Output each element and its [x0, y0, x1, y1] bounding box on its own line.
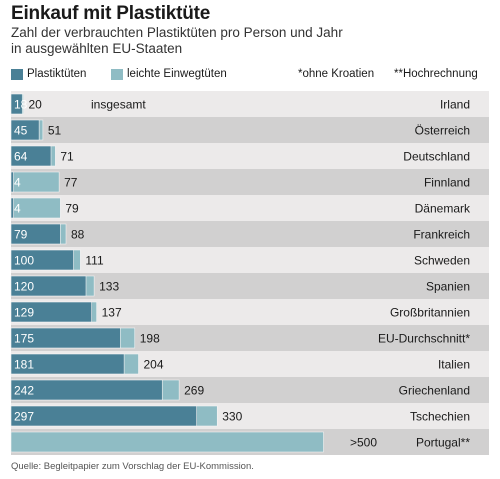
row-background-schweden — [11, 247, 489, 273]
value-plastic-dänemark: 4 — [14, 202, 21, 216]
row-background-finnland — [11, 169, 489, 195]
value-plastic-schweden: 100 — [14, 254, 34, 268]
label-insgesamt: insgesamt — [91, 98, 146, 112]
value-plastic-spanien: 120 — [14, 280, 34, 294]
country-label-frankreich: Frankreich — [413, 228, 470, 242]
row-background-frankreich — [11, 221, 489, 247]
row-background-dänemark — [11, 195, 489, 221]
bar-plastic-großbritannien — [10, 301, 92, 323]
value-light-griechenland: 269 — [184, 384, 204, 398]
value-plastic-italien: 181 — [14, 358, 34, 372]
country-label-dänemark: Dänemark — [415, 202, 471, 216]
value-light-frankreich: 88 — [71, 228, 85, 242]
legend-swatch-plastic — [11, 69, 23, 80]
value-light-finnland: 77 — [64, 176, 78, 190]
source-note: Quelle: Begleitpapier zum Vorschlag der … — [11, 461, 254, 472]
row-background-irland — [11, 91, 489, 117]
country-label-italien: Italien — [438, 358, 470, 372]
legend-note-hochrechnung: **Hochrechnung — [394, 68, 478, 80]
value-plastic-finnland: 4 — [14, 176, 21, 190]
chart-subtitle: Zahl der verbrauchten Plastiktüten pro P… — [11, 25, 431, 57]
legend-note-kroatien: *ohne Kroatien — [298, 68, 375, 80]
bar-plastic-eu-durchschnitt — [10, 327, 121, 349]
country-label-irland: Irland — [440, 98, 470, 112]
country-label-griechenland: Griechenland — [399, 384, 470, 398]
bar-plastic-schweden — [10, 249, 74, 271]
country-label-finnland: Finnland — [424, 176, 470, 190]
value-plastic-frankreich: 79 — [14, 228, 28, 242]
bar-plastic-deutschland — [10, 145, 52, 167]
bar-plastic-tschechien — [10, 405, 197, 427]
chart-title: Einkauf mit Plastiktüte — [11, 3, 211, 24]
value-plastic-eu-durchschnitt: 175 — [14, 332, 34, 346]
bar-plastic-spanien — [10, 275, 87, 297]
country-label-österreich: Österreich — [415, 124, 470, 138]
value-plastic-großbritannien: 129 — [14, 306, 34, 320]
value-light-schweden: 111 — [85, 254, 104, 268]
subtitle-line-1: Zahl der verbrauchten Plastiktüten pro P… — [11, 25, 343, 40]
bar-plastic-frankreich — [10, 223, 61, 245]
country-label-schweden: Schweden — [414, 254, 470, 268]
country-label-portugal: Portugal** — [416, 436, 470, 450]
bar-plastic-finnland — [10, 171, 14, 193]
value-light-spanien: 133 — [99, 280, 119, 294]
value-light-eu-durchschnitt: 198 — [140, 332, 160, 346]
bar-light-portugal — [10, 431, 324, 453]
bar-plastic-irland — [10, 93, 23, 115]
bar-plastic-dänemark — [10, 197, 14, 219]
value-plastic-deutschland: 64 — [14, 150, 28, 164]
value-plastic-tschechien: 297 — [14, 410, 34, 424]
legend-label-light: leichte Einwegtüten — [127, 68, 227, 80]
subtitle-line-2: in ausgewählten EU-Staaten — [11, 41, 183, 56]
bar-plastic-italien — [10, 353, 125, 375]
row-background-deutschland — [11, 143, 489, 169]
bar-plastic-österreich — [10, 119, 40, 141]
value-light-dänemark: 79 — [65, 202, 79, 216]
value-plastic-griechenland: 242 — [14, 384, 34, 398]
value-light-irland: 20 — [29, 98, 43, 112]
country-label-spanien: Spanien — [426, 280, 470, 294]
value-light-tschechien: 330 — [222, 410, 242, 424]
legend-label-plastic: Plastiktüten — [27, 68, 87, 80]
value-light-großbritannien: 137 — [102, 306, 122, 320]
legend-swatch-light — [111, 69, 123, 80]
value-light-italien: 204 — [144, 358, 164, 372]
value-plastic-irland: 18 — [14, 98, 28, 112]
country-label-eu-durchschnitt: EU-Durchschnitt* — [378, 332, 470, 346]
country-label-tschechien: Tschechien — [410, 410, 470, 424]
value-light-österreich: 51 — [48, 124, 62, 138]
value-light-deutschland: 71 — [60, 150, 74, 164]
country-label-großbritannien: Großbritannien — [390, 306, 470, 320]
value-light-portugal: >500 — [350, 436, 377, 450]
bar-plastic-griechenland — [10, 379, 163, 401]
legend: Plastiktüten leichte Einwegtüten *ohne K… — [11, 68, 489, 82]
row-background-österreich — [11, 117, 489, 143]
country-label-deutschland: Deutschland — [403, 150, 470, 164]
value-plastic-österreich: 45 — [14, 124, 28, 138]
